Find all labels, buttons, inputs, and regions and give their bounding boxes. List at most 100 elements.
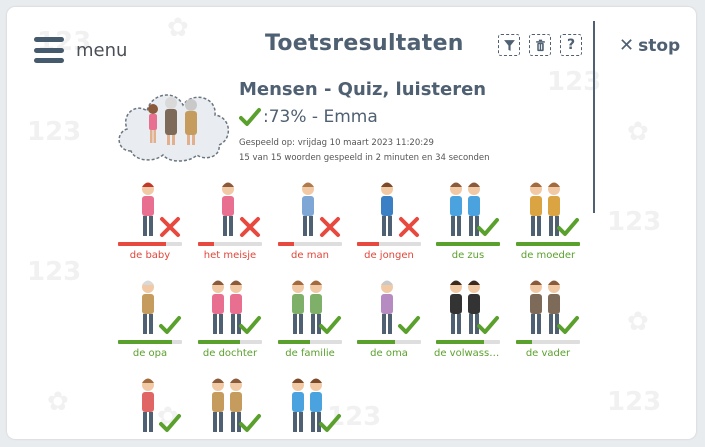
word-result-tile[interactable]: de zus xyxy=(434,179,502,271)
cross-icon xyxy=(240,217,260,237)
person-illustration xyxy=(142,378,154,432)
progress-bar xyxy=(516,340,580,344)
person-illustration xyxy=(302,182,314,236)
person-illustration xyxy=(381,280,393,334)
scrollbar[interactable] xyxy=(593,21,595,213)
delete-button[interactable] xyxy=(529,34,551,56)
progress-fill xyxy=(436,242,500,246)
progress-bar xyxy=(118,242,182,246)
person-illustration xyxy=(530,280,560,334)
score-row: :73% - Emma xyxy=(239,107,378,127)
score-text: :73% - Emma xyxy=(263,107,378,127)
person-illustration xyxy=(530,182,560,236)
word-result-tile[interactable]: het meisje xyxy=(196,179,264,271)
checkmark-icon xyxy=(239,316,261,334)
word-result-tile[interactable] xyxy=(116,375,184,439)
word-label: de zus xyxy=(451,250,485,261)
word-label: de baby xyxy=(129,250,171,261)
word-result-tile[interactable] xyxy=(276,375,344,439)
progress-fill xyxy=(118,242,166,246)
word-result-tile[interactable]: de dochter xyxy=(196,277,264,369)
progress-bar xyxy=(357,340,421,344)
person-illustration xyxy=(142,182,154,236)
word-result-tile[interactable]: de baby xyxy=(116,179,184,271)
filter-button[interactable] xyxy=(498,34,520,56)
checkmark-icon xyxy=(319,414,341,432)
progress-bar xyxy=(357,242,421,246)
checkmark-icon xyxy=(239,108,261,126)
results-panel: 123 ✿ 123 ✿ 123 123 123 ✿ ✿ 123 123 ✿ menu Toe… xyxy=(7,7,696,439)
checkmark-icon xyxy=(159,414,181,432)
word-result-tile[interactable]: de jongen xyxy=(355,179,423,271)
word-label: de oma xyxy=(370,348,408,359)
filter-icon xyxy=(503,39,515,51)
person-illustration xyxy=(212,378,242,432)
word-result-tile[interactable]: de vader xyxy=(514,277,582,369)
person-illustration xyxy=(381,182,393,236)
page-title: Toetsresultaten xyxy=(265,31,464,56)
trash-icon xyxy=(535,39,545,51)
progress-bar xyxy=(516,242,580,246)
checkmark-icon xyxy=(398,316,420,334)
family-cloud-illustration xyxy=(118,94,229,162)
progress-bar xyxy=(436,340,500,344)
stop-button[interactable]: ✕ stop xyxy=(619,35,680,56)
person-illustration xyxy=(450,182,480,236)
quiz-title: Mensen - Quiz, luisteren xyxy=(239,79,487,100)
progress-fill xyxy=(516,340,532,344)
progress-fill xyxy=(278,340,310,344)
summary-text: 15 van 15 woorden gespeeld in 2 minuten … xyxy=(239,153,490,163)
word-result-tile[interactable]: de man xyxy=(276,179,344,271)
help-button[interactable]: ? xyxy=(560,34,582,56)
person-illustration xyxy=(292,378,322,432)
close-icon: ✕ xyxy=(619,35,635,56)
word-label: de man xyxy=(291,250,329,261)
progress-fill xyxy=(198,340,240,344)
person-illustration xyxy=(450,280,480,334)
progress-fill xyxy=(198,242,214,246)
word-result-tile[interactable]: de oma xyxy=(355,277,423,369)
checkmark-icon xyxy=(557,316,579,334)
person-illustration xyxy=(212,280,242,334)
person-illustration xyxy=(222,182,234,236)
progress-fill xyxy=(436,340,484,344)
progress-bar xyxy=(118,340,182,344)
word-result-tile[interactable]: de familie xyxy=(276,277,344,369)
progress-fill xyxy=(278,242,294,246)
progress-bar xyxy=(278,340,342,344)
checkmark-icon xyxy=(319,316,341,334)
help-icon: ? xyxy=(566,37,576,53)
word-result-tile[interactable] xyxy=(196,375,264,439)
played-on-text: Gespeeld op: vrijdag 10 maart 2023 11:20… xyxy=(239,138,434,148)
checkmark-icon xyxy=(239,414,261,432)
checkmark-icon xyxy=(477,316,499,334)
progress-bar xyxy=(278,242,342,246)
word-result-tile[interactable]: de volwasse... xyxy=(434,277,502,369)
word-label: de familie xyxy=(285,348,335,359)
menu-label: menu xyxy=(76,39,128,61)
word-label: de jongen xyxy=(364,250,414,261)
hamburger-icon xyxy=(34,37,64,63)
checkmark-icon xyxy=(159,316,181,334)
word-result-tile[interactable]: de moeder xyxy=(514,179,582,271)
word-label: de moeder xyxy=(520,250,576,261)
checkmark-icon xyxy=(557,218,579,236)
menu-button[interactable]: menu xyxy=(34,37,127,63)
cross-icon xyxy=(320,217,340,237)
word-label: de opa xyxy=(132,348,168,359)
checkmark-icon xyxy=(477,218,499,236)
progress-fill xyxy=(357,340,396,344)
progress-bar xyxy=(198,340,262,344)
word-label: het meisje xyxy=(203,250,257,261)
cross-icon xyxy=(160,217,180,237)
word-label: de volwasse... xyxy=(434,348,502,359)
progress-fill xyxy=(357,242,380,246)
word-label: de dochter xyxy=(202,348,258,359)
progress-fill xyxy=(118,340,173,344)
cross-icon xyxy=(399,217,419,237)
word-result-tile[interactable]: de opa xyxy=(116,277,184,369)
progress-fill xyxy=(516,242,580,246)
person-illustration xyxy=(142,280,154,334)
word-label: de vader xyxy=(525,348,571,359)
stop-label: stop xyxy=(638,35,681,56)
